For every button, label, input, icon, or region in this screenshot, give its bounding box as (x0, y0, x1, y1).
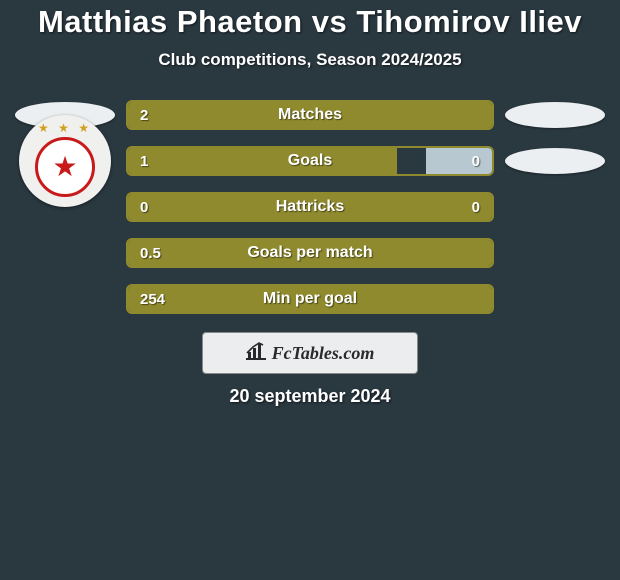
stat-row: 254Min per goal (0, 276, 620, 322)
stat-bar: 254Min per goal (126, 284, 494, 314)
stat-bar: 00Hattricks (126, 192, 494, 222)
stat-row: ★ ★ ★★10Goals (0, 138, 620, 184)
left-side: ★ ★ ★★ (10, 138, 120, 184)
stat-bar: 10Goals (126, 146, 494, 176)
right-side (500, 92, 610, 138)
date-text: 20 september 2024 (0, 386, 620, 407)
right-side (500, 184, 610, 230)
right-side (500, 230, 610, 276)
stat-bar: 2Matches (126, 100, 494, 130)
stats-rows: 2Matches★ ★ ★★10Goals00Hattricks0.5Goals… (0, 92, 620, 322)
stat-label: Goals (128, 148, 492, 174)
watermark: FcTables.com (202, 332, 418, 374)
subtitle: Club competitions, Season 2024/2025 (0, 50, 620, 70)
team-placeholder-icon (505, 102, 605, 128)
page-title: Matthias Phaeton vs Tihomirov Iliev (0, 4, 620, 40)
stat-row: 0.5Goals per match (0, 230, 620, 276)
stat-label: Hattricks (128, 194, 492, 220)
right-side (500, 276, 610, 322)
watermark-text: FcTables.com (272, 343, 375, 364)
stat-bar: 0.5Goals per match (126, 238, 494, 268)
club-logo-icon: ★ ★ ★★ (19, 115, 111, 207)
team-placeholder-icon (505, 148, 605, 174)
right-side (500, 138, 610, 184)
comparison-card: Matthias Phaeton vs Tihomirov Iliev Club… (0, 0, 620, 407)
left-side (10, 276, 120, 322)
stat-label: Matches (128, 102, 492, 128)
stat-label: Goals per match (128, 240, 492, 266)
chart-icon (246, 342, 266, 365)
left-side (10, 230, 120, 276)
stat-label: Min per goal (128, 286, 492, 312)
